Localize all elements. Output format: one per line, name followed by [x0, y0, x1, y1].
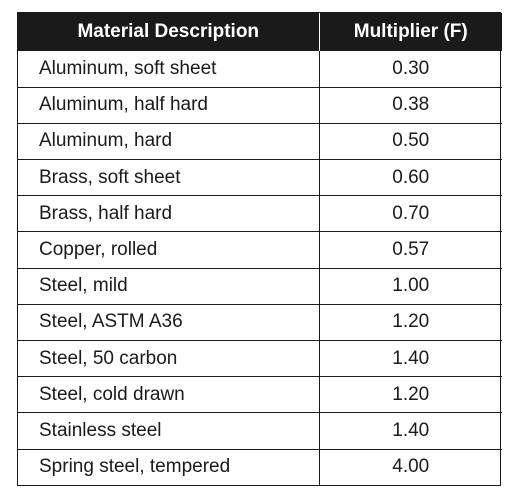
material-cell: Brass, soft sheet: [18, 159, 320, 196]
table-row: Aluminum, half hard 0.38: [18, 86, 502, 124]
table-row: Steel, ASTM A36 1.20: [18, 303, 502, 341]
table-row: Brass, half hard 0.70: [18, 195, 502, 232]
material-multiplier-table-container: Material Description Multiplier (F) Alum…: [17, 12, 502, 487]
table-row: Brass, soft sheet 0.60: [18, 159, 502, 196]
multiplier-cell: 1.40: [319, 412, 502, 450]
table-row: Copper, rolled 0.57: [18, 231, 502, 269]
material-cell: Copper, rolled: [18, 231, 320, 269]
table-row: Stainless steel 1.40: [18, 412, 502, 450]
table-row: Steel, 50 carbon 1.40: [18, 339, 502, 377]
material-cell: Steel, 50 carbon: [18, 339, 320, 377]
multiplier-cell: 4.00: [319, 448, 502, 486]
material-cell: Spring steel, tempered: [18, 448, 320, 486]
multiplier-cell: 1.20: [319, 376, 502, 413]
header-multiplier: Multiplier (F): [318, 13, 502, 51]
material-cell: Brass, half hard: [18, 195, 320, 232]
table-row: Aluminum, hard 0.50: [18, 122, 502, 160]
multiplier-cell: 1.00: [319, 267, 502, 305]
material-multiplier-table: Material Description Multiplier (F) Alum…: [18, 13, 502, 486]
multiplier-cell: 0.30: [392, 57, 430, 79]
material-cell: Steel, cold drawn: [18, 376, 320, 413]
multiplier-cell: 0.57: [319, 231, 502, 269]
header-material-description: Material Description: [18, 13, 319, 51]
material-cell: Aluminum, hard: [18, 122, 320, 160]
multiplier-cell: 0.38: [319, 86, 502, 124]
table-row: Steel, cold drawn 1.20: [18, 376, 502, 413]
multiplier-cell: 0.60: [319, 159, 502, 196]
material-cell: Steel, ASTM A36: [18, 303, 320, 341]
material-cell: Steel, mild: [18, 267, 320, 305]
multiplier-cell: 1.40: [319, 339, 502, 377]
multiplier-cell: 0.50: [319, 122, 502, 160]
multiplier-cell: 0.70: [319, 195, 502, 232]
table-body: Aluminum, soft sheet 0.30 Aluminum, half…: [18, 51, 502, 486]
table-row: Aluminum, soft sheet 0.30: [18, 51, 502, 88]
header-row: Material Description Multiplier (F): [18, 13, 502, 51]
table-header: Material Description Multiplier (F): [18, 13, 502, 51]
material-cell: Aluminum, half hard: [18, 86, 320, 124]
material-cell: Stainless steel: [18, 412, 320, 450]
table-row: Spring steel, tempered 4.00: [18, 448, 502, 486]
material-cell: Aluminum, soft sheet: [18, 51, 320, 88]
table-row: Steel, mild 1.00: [18, 267, 502, 305]
multiplier-cell: 1.20: [319, 303, 502, 341]
